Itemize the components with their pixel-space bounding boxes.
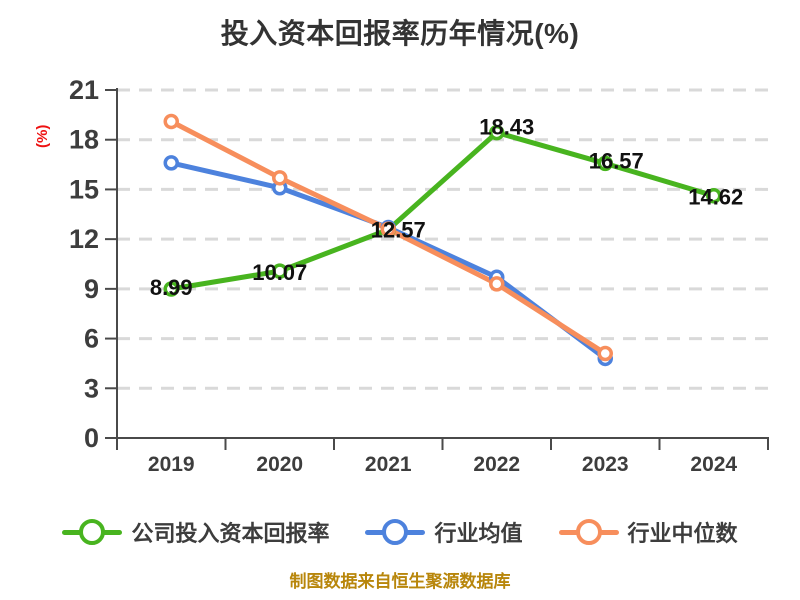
data-point bbox=[163, 155, 179, 171]
data-point bbox=[272, 263, 288, 279]
data-point bbox=[163, 113, 179, 130]
x-tick-label: 2024 bbox=[690, 453, 737, 476]
y-tick-label: 18 bbox=[69, 125, 99, 155]
data-point bbox=[380, 221, 396, 237]
y-tick-label: 12 bbox=[69, 224, 99, 254]
legend-marker-orange-icon bbox=[558, 518, 619, 546]
x-tick-label: 2022 bbox=[473, 453, 520, 476]
legend-item-company-roic[interactable]: 公司投入资本回报率 bbox=[62, 516, 329, 548]
y-tick-label: 21 bbox=[69, 75, 99, 105]
y-tick-label: 6 bbox=[84, 324, 99, 354]
plot-area: 0 3 6 9 12 15 18 21 2019 2020 2021 2022 2023 2024 8.99… bbox=[69, 75, 769, 476]
data-point bbox=[489, 276, 505, 292]
x-tick-label: 2020 bbox=[256, 453, 303, 476]
y-tick-label: 15 bbox=[69, 174, 99, 204]
data-source-note: 制图数据来自恒生聚源数据库 bbox=[289, 572, 511, 591]
data-point-label: 12.57 bbox=[371, 218, 426, 243]
series-line bbox=[168, 130, 717, 292]
legend-label-company-roic: 公司投入资本回报率 bbox=[131, 521, 330, 546]
chart-title: 投入资本回报率历年情况(%) bbox=[220, 18, 580, 49]
x-tick-label: 2021 bbox=[365, 453, 412, 476]
data-point bbox=[489, 124, 505, 141]
data-point-label: 18.43 bbox=[479, 115, 534, 140]
legend-marker-green-icon bbox=[62, 518, 123, 546]
legend-label-industry-median: 行业中位数 bbox=[627, 521, 738, 546]
legend-item-industry-median[interactable]: 行业中位数 bbox=[558, 516, 738, 548]
series-line bbox=[168, 160, 608, 361]
data-point bbox=[272, 170, 288, 186]
data-point bbox=[706, 187, 722, 204]
legend-marker-blue-icon bbox=[365, 518, 426, 546]
data-point-label: 16.57 bbox=[589, 148, 644, 173]
x-tick-label: 2019 bbox=[148, 453, 195, 476]
data-point bbox=[597, 345, 613, 362]
data-point bbox=[597, 155, 613, 172]
y-tick-label: 0 bbox=[84, 423, 99, 453]
data-point-label: 10.07 bbox=[252, 260, 307, 285]
legend: 公司投入资本回报率 行业均值 行业中位数 bbox=[0, 516, 800, 548]
y-tick-label: 9 bbox=[84, 274, 99, 304]
data-point bbox=[163, 281, 179, 297]
x-tick-label: 2023 bbox=[582, 453, 629, 476]
y-tick-label: 3 bbox=[84, 373, 99, 403]
legend-item-industry-mean[interactable]: 行业均值 bbox=[365, 516, 523, 548]
data-point-label: 14.62 bbox=[688, 185, 743, 210]
legend-label-industry-mean: 行业均值 bbox=[434, 521, 523, 546]
data-point-label: 8.99 bbox=[150, 275, 193, 300]
